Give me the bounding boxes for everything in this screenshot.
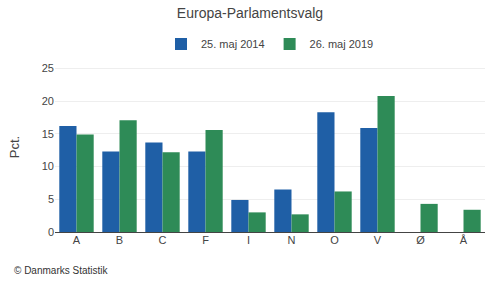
svg-text:0: 0 bbox=[48, 226, 54, 238]
svg-text:26. maj 2019: 26. maj 2019 bbox=[310, 38, 374, 50]
svg-text:15: 15 bbox=[42, 128, 54, 140]
svg-text:F: F bbox=[202, 234, 209, 246]
svg-text:I: I bbox=[247, 234, 250, 246]
svg-text:A: A bbox=[73, 234, 81, 246]
svg-text:Europa-Parlamentsvalg: Europa-Parlamentsvalg bbox=[177, 5, 323, 21]
svg-text:Å: Å bbox=[460, 234, 468, 246]
svg-text:Pct.: Pct. bbox=[7, 136, 22, 158]
svg-text:Ø: Ø bbox=[416, 234, 425, 246]
svg-text:25. maj 2014: 25. maj 2014 bbox=[201, 38, 265, 50]
svg-text:20: 20 bbox=[42, 95, 54, 107]
svg-text:V: V bbox=[374, 234, 382, 246]
svg-text:N: N bbox=[288, 234, 296, 246]
svg-text:O: O bbox=[330, 234, 339, 246]
svg-text:© Danmarks Statistik: © Danmarks Statistik bbox=[14, 265, 109, 276]
svg-text:25: 25 bbox=[42, 62, 54, 74]
svg-text:C: C bbox=[159, 234, 167, 246]
svg-text:5: 5 bbox=[48, 193, 54, 205]
svg-text:B: B bbox=[116, 234, 123, 246]
svg-text:10: 10 bbox=[42, 160, 54, 172]
